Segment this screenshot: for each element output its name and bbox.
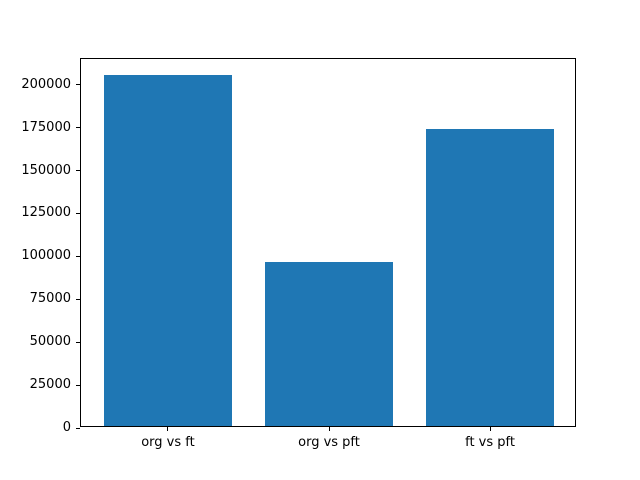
y-tick-mark — [76, 127, 80, 129]
y-tick-mark — [76, 255, 80, 257]
y-tick-mark — [76, 427, 80, 429]
y-tick-label: 50000 — [29, 334, 71, 350]
bar-org-vs-ft — [103, 74, 233, 426]
y-tick-label: 175000 — [21, 119, 71, 135]
y-tick-mark — [76, 84, 80, 86]
y-tick-label: 200000 — [21, 76, 71, 92]
y-tick-label: 150000 — [21, 162, 71, 178]
x-tick-label: org vs ft — [141, 435, 195, 450]
y-tick-label: 125000 — [21, 205, 71, 221]
x-tick-mark — [167, 427, 169, 431]
plot-area: 0 25000 50000 75000 100000 125000 150000 175000… — [21, 58, 576, 450]
y-tick-label: 100000 — [21, 248, 71, 264]
y-tick-label: 0 — [62, 420, 71, 435]
y-tick-mark — [76, 212, 80, 214]
bar-ft-vs-pft — [425, 128, 555, 426]
y-tick-mark — [76, 384, 80, 386]
y-tick-mark — [76, 298, 80, 300]
y-tick-mark — [76, 341, 80, 343]
x-tick-mark — [328, 427, 330, 431]
x-tick-label: org vs pft — [298, 435, 360, 450]
bar-org-vs-pft — [264, 262, 394, 426]
x-tick-label: ft vs pft — [465, 435, 515, 450]
y-tick-label: 25000 — [29, 377, 71, 393]
y-tick-mark — [76, 170, 80, 172]
x-tick-mark — [489, 427, 491, 431]
y-tick-label: 75000 — [29, 291, 71, 307]
